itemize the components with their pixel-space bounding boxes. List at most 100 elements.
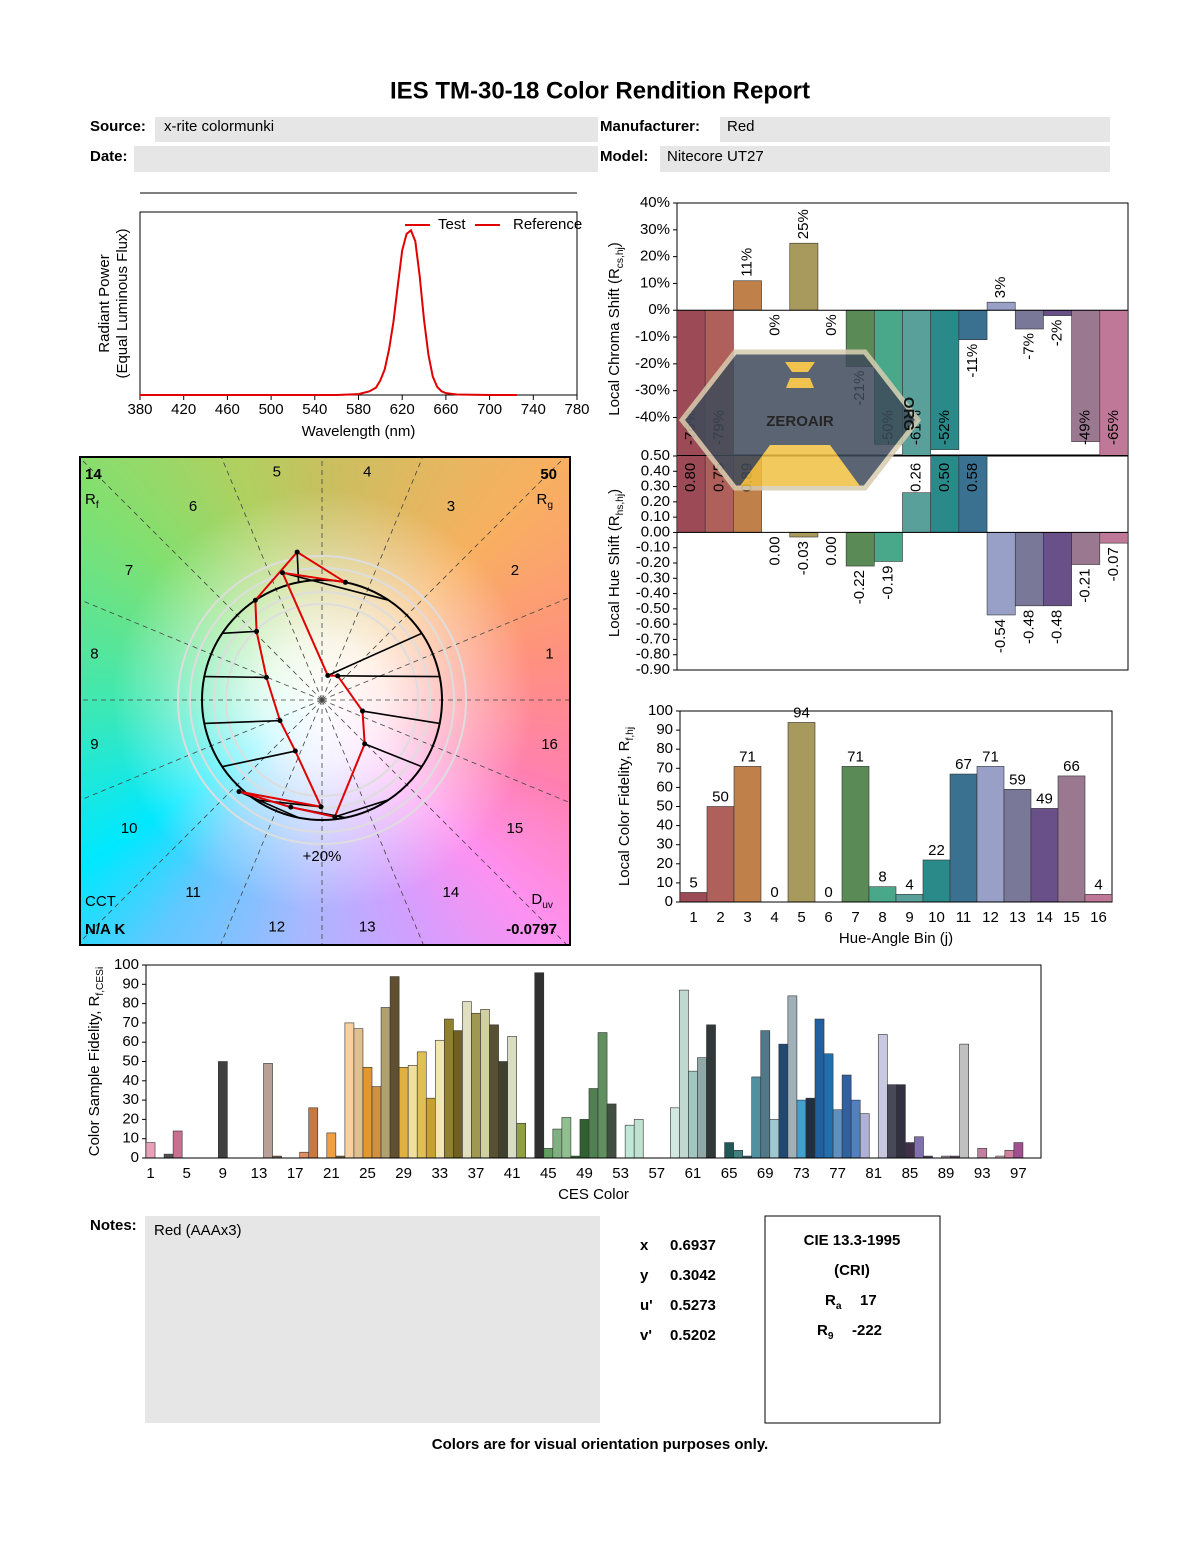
notes-text: Red (AAAx3) [154, 1222, 242, 1239]
value-label: 8 [878, 869, 886, 886]
x-tick-label: 7 [851, 909, 859, 926]
watermark: ZEROAIR ORG [678, 349, 922, 491]
y-tick-label: 50 [122, 1052, 139, 1069]
label-part: R [536, 491, 547, 508]
watermark-beam [740, 445, 860, 486]
x-tick-label: 45 [540, 1165, 557, 1182]
x-tick-label: 69 [757, 1165, 774, 1182]
x-tick-label: 1 [689, 909, 697, 926]
value-label: 5 [689, 874, 697, 891]
bar [902, 492, 931, 533]
legend-label: Test [438, 216, 466, 233]
scale-label: +20% [303, 848, 342, 865]
bar [462, 1001, 472, 1158]
x-tick-label: 500 [259, 401, 284, 418]
cri-title: CIE 13.3-1995 [804, 1232, 901, 1249]
bin-label: 5 [273, 463, 281, 480]
bar [796, 1099, 807, 1158]
y-tick-label: 70 [656, 759, 673, 776]
bar [1004, 1149, 1015, 1158]
shift-vector [222, 750, 296, 768]
value-label: 25% [795, 209, 812, 239]
label-part: Local Hue Shift (R [606, 515, 623, 637]
bar [805, 1097, 816, 1158]
cri-box [764, 1215, 941, 1424]
coord-label: x [640, 1237, 649, 1254]
bar [606, 1103, 617, 1158]
bar [724, 1142, 734, 1158]
y-tick-label: 30% [640, 221, 670, 238]
bin-boundary [321, 699, 424, 944]
x-tick-label: 4 [770, 909, 778, 926]
bar [814, 1018, 825, 1158]
y-tick-label: -30% [635, 382, 670, 399]
subscript: g [547, 500, 553, 511]
x-tick-label: 12 [982, 909, 999, 926]
bar [679, 989, 689, 1158]
bar [706, 1024, 716, 1158]
report-title: IES TM-30-18 Color Rendition Report [390, 77, 810, 104]
subscript: cs,hj [615, 247, 626, 268]
test-polygon [238, 550, 366, 819]
bar [958, 309, 988, 341]
label-part: Local Color Fidelity, R [616, 740, 633, 886]
y-tick-label: -20% [635, 355, 670, 372]
y-tick-label: 0.50 [641, 447, 670, 464]
test-point [288, 804, 294, 810]
value-label: 71 [982, 748, 999, 765]
shift-vector [282, 572, 389, 601]
cct-label: CCT [85, 893, 116, 910]
y-tick-label: 0.40 [641, 462, 670, 479]
x-tick-label: 29 [395, 1165, 412, 1182]
bar [380, 1007, 391, 1158]
bar [489, 1024, 499, 1158]
coord-value: 0.6937 [670, 1237, 716, 1254]
bin-boundary [81, 599, 323, 701]
bar [299, 1151, 310, 1158]
y-tick-label: 80 [656, 740, 673, 757]
bar [778, 1043, 789, 1158]
bar [425, 1097, 436, 1158]
field-label: Source: [90, 118, 146, 135]
subscript: a [836, 1301, 842, 1312]
bar [850, 1099, 861, 1158]
bar [677, 456, 706, 533]
bar [733, 280, 762, 311]
value-label: -0.22 [851, 570, 868, 604]
field-box [134, 146, 598, 172]
value-label: -0.07 [1105, 547, 1122, 581]
test-point [332, 814, 338, 820]
bar [874, 532, 903, 562]
cri-r9-value: -222 [852, 1322, 882, 1339]
test-point [277, 718, 283, 724]
value-label: 0.26 [908, 463, 925, 492]
y-tick-label: -10% [635, 328, 670, 345]
shift-vector [327, 632, 423, 677]
y-tick-label: 30 [656, 836, 673, 853]
y-tick-label: 70 [122, 1014, 139, 1031]
shift-vector [238, 790, 299, 819]
y-axis-sublabel: (Equal Luminous Flux) [114, 228, 131, 378]
subscript: uv [542, 900, 554, 911]
notes-label: Notes: [90, 1217, 137, 1234]
bin-label: 11 [185, 884, 201, 901]
x-tick-label: 89 [938, 1165, 955, 1182]
test-point [325, 672, 331, 678]
label-part: R [825, 1292, 836, 1309]
y-axis-label: Local Color Fidelity, Rf,hj [616, 727, 636, 886]
value-label: 59 [1009, 771, 1026, 788]
field-box [720, 117, 1110, 142]
y-tick-label: 20 [656, 855, 673, 872]
bar [389, 976, 400, 1158]
x-tick-label: 460 [215, 401, 240, 418]
bar [516, 1122, 526, 1158]
y-tick-label: 50 [656, 797, 673, 814]
bar [787, 722, 816, 902]
value-label: 71 [739, 748, 756, 765]
test-point [254, 628, 260, 634]
shift-vector [222, 630, 257, 635]
watermark-icon [785, 362, 815, 388]
value-label: 11% [738, 248, 755, 277]
bar [670, 1107, 680, 1158]
value-label: 50 [712, 788, 729, 805]
